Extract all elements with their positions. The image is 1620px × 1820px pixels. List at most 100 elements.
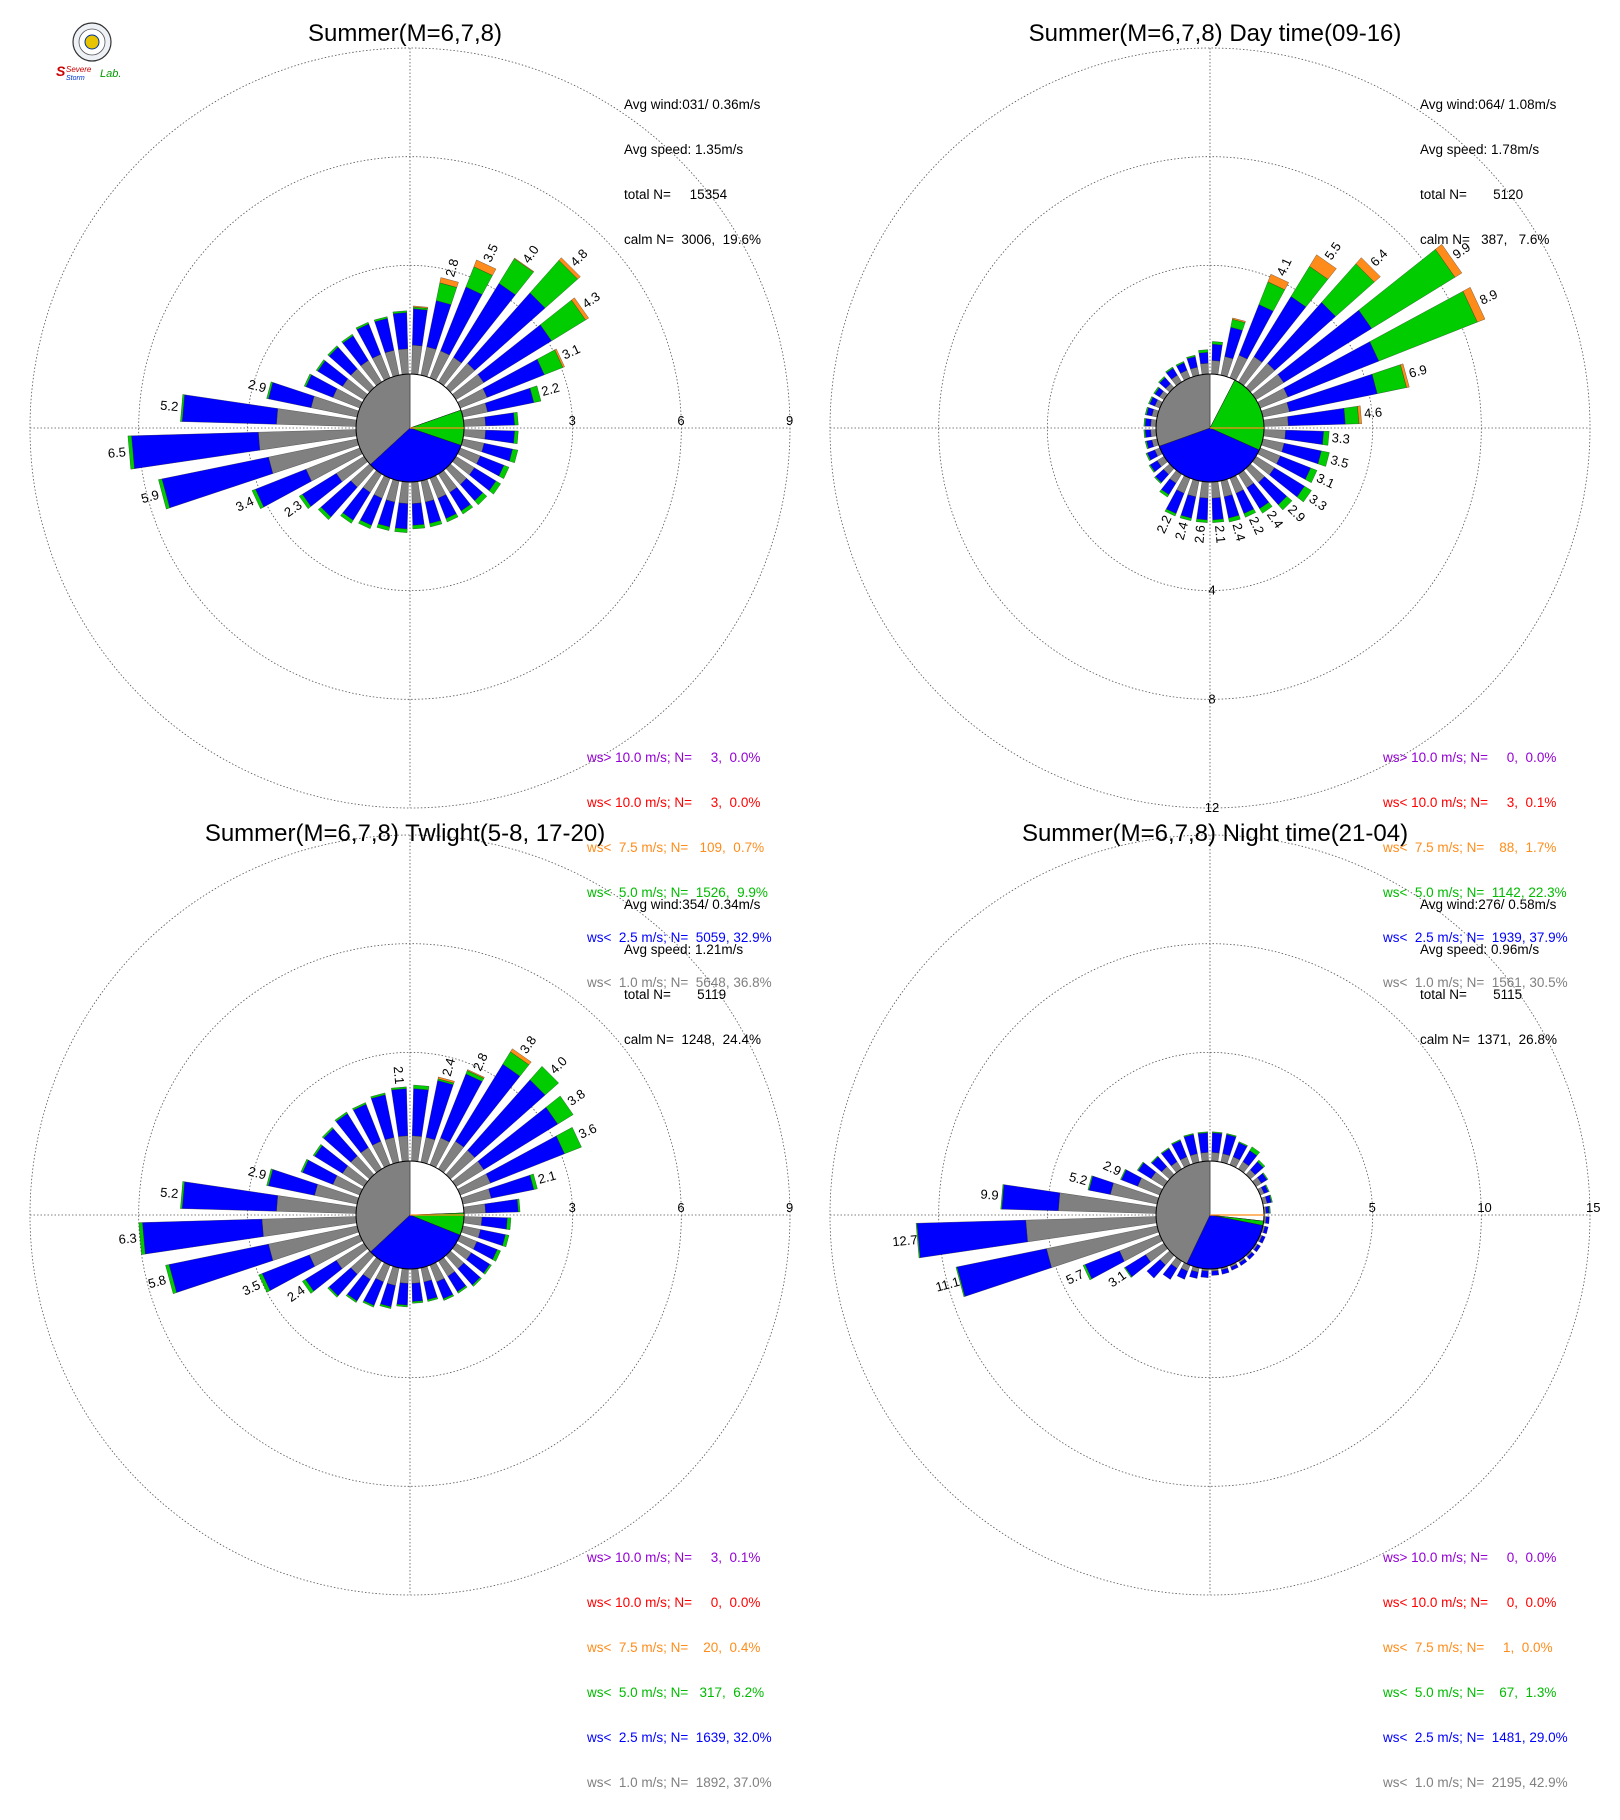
- sector-bar-green: [413, 1084, 430, 1091]
- sector-bar-green: [266, 381, 273, 400]
- legend-lt25: ws< 2.5 m/s; N= 1639, 32.0%: [587, 1730, 772, 1745]
- sector-bar-blue: [1183, 1134, 1198, 1156]
- sector-bar-green: [340, 512, 354, 524]
- sector-bar-gray: [411, 481, 422, 504]
- sector-bar-green: [483, 1264, 492, 1275]
- sector-bar-blue: [1222, 1134, 1237, 1156]
- ring-label: 9: [786, 1200, 793, 1215]
- total-n: total N= 5115: [1420, 987, 1523, 1002]
- sector-bar-green: [1305, 467, 1318, 484]
- stats-block: Avg wind:031/ 0.36m/s Avg speed: 1.35m/s…: [624, 67, 761, 277]
- sector-bar-green: [341, 333, 354, 344]
- sector-bar-orange: [571, 297, 589, 321]
- speed-legend: ws> 10.0 m/s; N= 3, 0.0% ws< 10.0 m/s; N…: [587, 720, 772, 1020]
- center-pie: [355, 373, 465, 483]
- sector-bar-green: [1145, 452, 1151, 462]
- ring-label: 15: [1586, 1200, 1600, 1215]
- sector-bar-green: [1259, 502, 1273, 514]
- bar-value-label: 3.5: [480, 242, 501, 265]
- sector-bar-green: [427, 1297, 439, 1302]
- sector-bar-gray: [387, 1266, 400, 1286]
- sector-bar-green: [266, 1168, 273, 1187]
- sector-bar-orange: [1462, 287, 1486, 323]
- sector-bar-green: [457, 1285, 468, 1294]
- sector-bar-green: [258, 1273, 271, 1293]
- avg-wind: Avg wind:031/ 0.36m/s: [624, 97, 761, 112]
- bar-value-label: 5.7: [1064, 1266, 1087, 1287]
- sector-bar-green: [1198, 349, 1209, 354]
- legend-lt5: ws< 5.0 m/s; N= 67, 1.3%: [1383, 1685, 1557, 1700]
- sector-bar-green: [345, 1293, 358, 1303]
- windrose-panel-all: 3 6 9 2.8 3.5 4.0 4.8 4.3 3.1 2.2 2.3 3.4 5.9 6.5 5.2 2…: [0, 0, 810, 990]
- sector-bar-blue: [411, 502, 425, 526]
- sector-bar-orange: [1309, 254, 1337, 280]
- sector-bar-blue: [1284, 429, 1324, 445]
- sector-bar-green: [358, 519, 372, 529]
- legend-lt75: ws< 7.5 m/s; N= 20, 0.4%: [587, 1640, 761, 1655]
- sector-bar-green: [1226, 1133, 1237, 1138]
- stats-block: Avg wind:354/ 0.34m/s Avg speed: 1.21m/s…: [624, 867, 761, 1077]
- sector-bars: [915, 1131, 1273, 1298]
- sector-bar-green: [517, 1198, 521, 1213]
- sector-bar-blue: [1253, 1244, 1261, 1253]
- windrose-chart: 5 10 15 3.1 5.7 11.1 12.7 9.9 5.2 2.9: [829, 834, 1600, 1596]
- sector-bar-green: [251, 489, 264, 510]
- sector-bar-green: [1148, 464, 1156, 473]
- bar-value-label: 2.3: [281, 497, 304, 520]
- bar-value-label: 2.4: [1229, 521, 1248, 542]
- sector-bar-gray: [1200, 363, 1209, 375]
- sector-bar-green: [412, 1300, 424, 1304]
- sector-bar-green: [443, 1294, 455, 1301]
- sector-bar-blue: [392, 312, 408, 350]
- sector-bar-green: [1317, 450, 1330, 467]
- total-n: total N= 5119: [624, 987, 727, 1002]
- legend-lt10: ws< 10.0 m/s; N= 3, 0.0%: [587, 795, 761, 810]
- sector-bar-blue: [1247, 1252, 1255, 1260]
- sector-bar-green: [1087, 1175, 1093, 1191]
- sector-bar-green: [334, 1111, 348, 1122]
- bar-value-label: 5.8: [146, 1272, 167, 1291]
- sector-bar-green: [138, 1222, 146, 1255]
- bar-value-label: 5.2: [1068, 1169, 1089, 1188]
- sector-bar-orange: [513, 257, 535, 273]
- sector-bar-green: [391, 1086, 407, 1091]
- legend-lt1: ws< 1.0 m/s; N= 1561, 30.5%: [1383, 975, 1568, 990]
- legend-lt75: ws< 7.5 m/s; N= 1, 0.0%: [1383, 1640, 1553, 1655]
- bar-value-label: 2.2: [1246, 514, 1267, 537]
- legend-lt5: ws< 5.0 m/s; N= 317, 6.2%: [587, 1685, 765, 1700]
- sector-bar-blue: [1200, 1270, 1209, 1278]
- sector-bar-green: [1212, 1131, 1223, 1134]
- total-n: total N= 5120: [1420, 187, 1524, 202]
- sector-bar-green: [1296, 485, 1312, 503]
- sector-bar-blue: [1263, 1226, 1269, 1234]
- windrose-panel-nighttime: 5 10 15 3.1 5.7 11.1 12.7 9.9 5.2 2.9 Summer(M=6,…: [810, 820, 1620, 1790]
- sector-bar-orange: [1400, 363, 1410, 388]
- sector-bar-green: [1144, 406, 1149, 416]
- sector-bar-green: [1082, 1264, 1092, 1281]
- lab-logo: S Severe Storm Lab.: [50, 22, 150, 84]
- lab-seal-icon: S Severe Storm Lab.: [56, 22, 121, 82]
- bar-value-label: 3.8: [517, 1033, 540, 1056]
- sector-bar-orange: [554, 348, 565, 368]
- sector-bars: [138, 1048, 582, 1309]
- sector-bar-green: [1000, 1184, 1005, 1210]
- sector-bar-green: [317, 506, 332, 521]
- sector-bar-blue: [182, 394, 278, 425]
- sector-bar-gray: [399, 1268, 409, 1284]
- sector-bar-blue: [1230, 1264, 1239, 1271]
- legend-gt10: ws> 10.0 m/s; N= 3, 0.1%: [587, 1550, 761, 1565]
- avg-speed: Avg speed: 0.96m/s: [1420, 942, 1540, 957]
- sector-bar-blue: [1259, 1235, 1266, 1244]
- bar-value-label: 3.1: [1105, 1267, 1128, 1290]
- grid: [829, 47, 1591, 809]
- sector-bar-green: [127, 435, 135, 470]
- sector-bar-blue: [1189, 1270, 1199, 1279]
- sector-bar-gray: [1199, 481, 1209, 499]
- bar-value-label: 3.8: [564, 1086, 587, 1109]
- sector-bar-green: [1160, 1147, 1170, 1155]
- grid: [29, 47, 791, 809]
- legend-lt75: ws< 7.5 m/s; N= 88, 1.7%: [1383, 840, 1557, 855]
- bar-value-label: 3.1: [560, 341, 583, 362]
- sector-bar-green: [1268, 1206, 1271, 1214]
- sector-bar-green: [362, 1300, 375, 1308]
